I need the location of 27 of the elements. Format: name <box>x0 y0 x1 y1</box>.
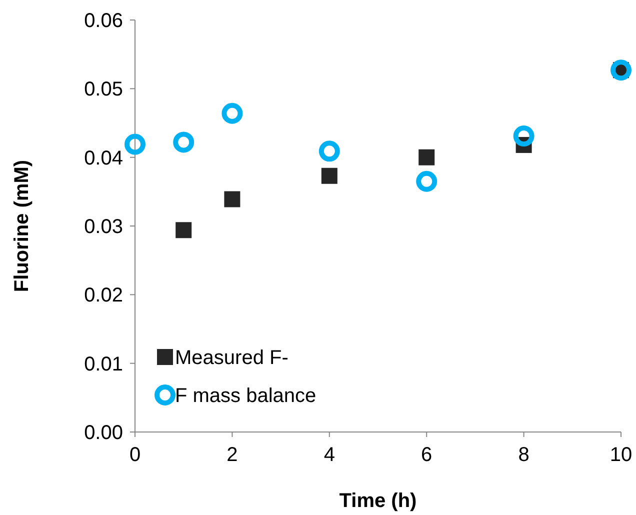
y-tick-label: 0.02 <box>84 284 123 307</box>
x-tick-label: 2 <box>226 444 238 466</box>
x-tick-label: 0 <box>129 444 141 466</box>
point <box>173 132 194 153</box>
x-tick-label: 8 <box>518 444 530 466</box>
y-tick-label: 0.01 <box>84 353 123 376</box>
point <box>318 140 340 162</box>
point <box>416 170 438 192</box>
point <box>124 134 146 155</box>
x-tick-label: 10 <box>610 444 632 466</box>
y-tick-label: 0.03 <box>84 216 123 238</box>
y-tick-label: 0.00 <box>84 422 123 444</box>
legend-label: F mass balance <box>175 385 316 407</box>
x-tick-label: 6 <box>421 444 432 466</box>
point <box>418 149 435 166</box>
point <box>176 222 192 238</box>
y-tick-label: 0.04 <box>84 147 123 170</box>
x-tick-label: 4 <box>324 444 335 466</box>
x-axis-title: Time (h) <box>339 490 417 512</box>
legend-label: Measured F- <box>175 347 288 369</box>
y-tick-label: 0.05 <box>84 78 123 101</box>
y-axis-title: Fluorine (mM) <box>11 160 33 292</box>
point <box>224 191 240 208</box>
y-tick-label: 0.06 <box>84 10 123 32</box>
point <box>222 102 243 124</box>
point <box>513 126 534 147</box>
point <box>321 168 338 184</box>
